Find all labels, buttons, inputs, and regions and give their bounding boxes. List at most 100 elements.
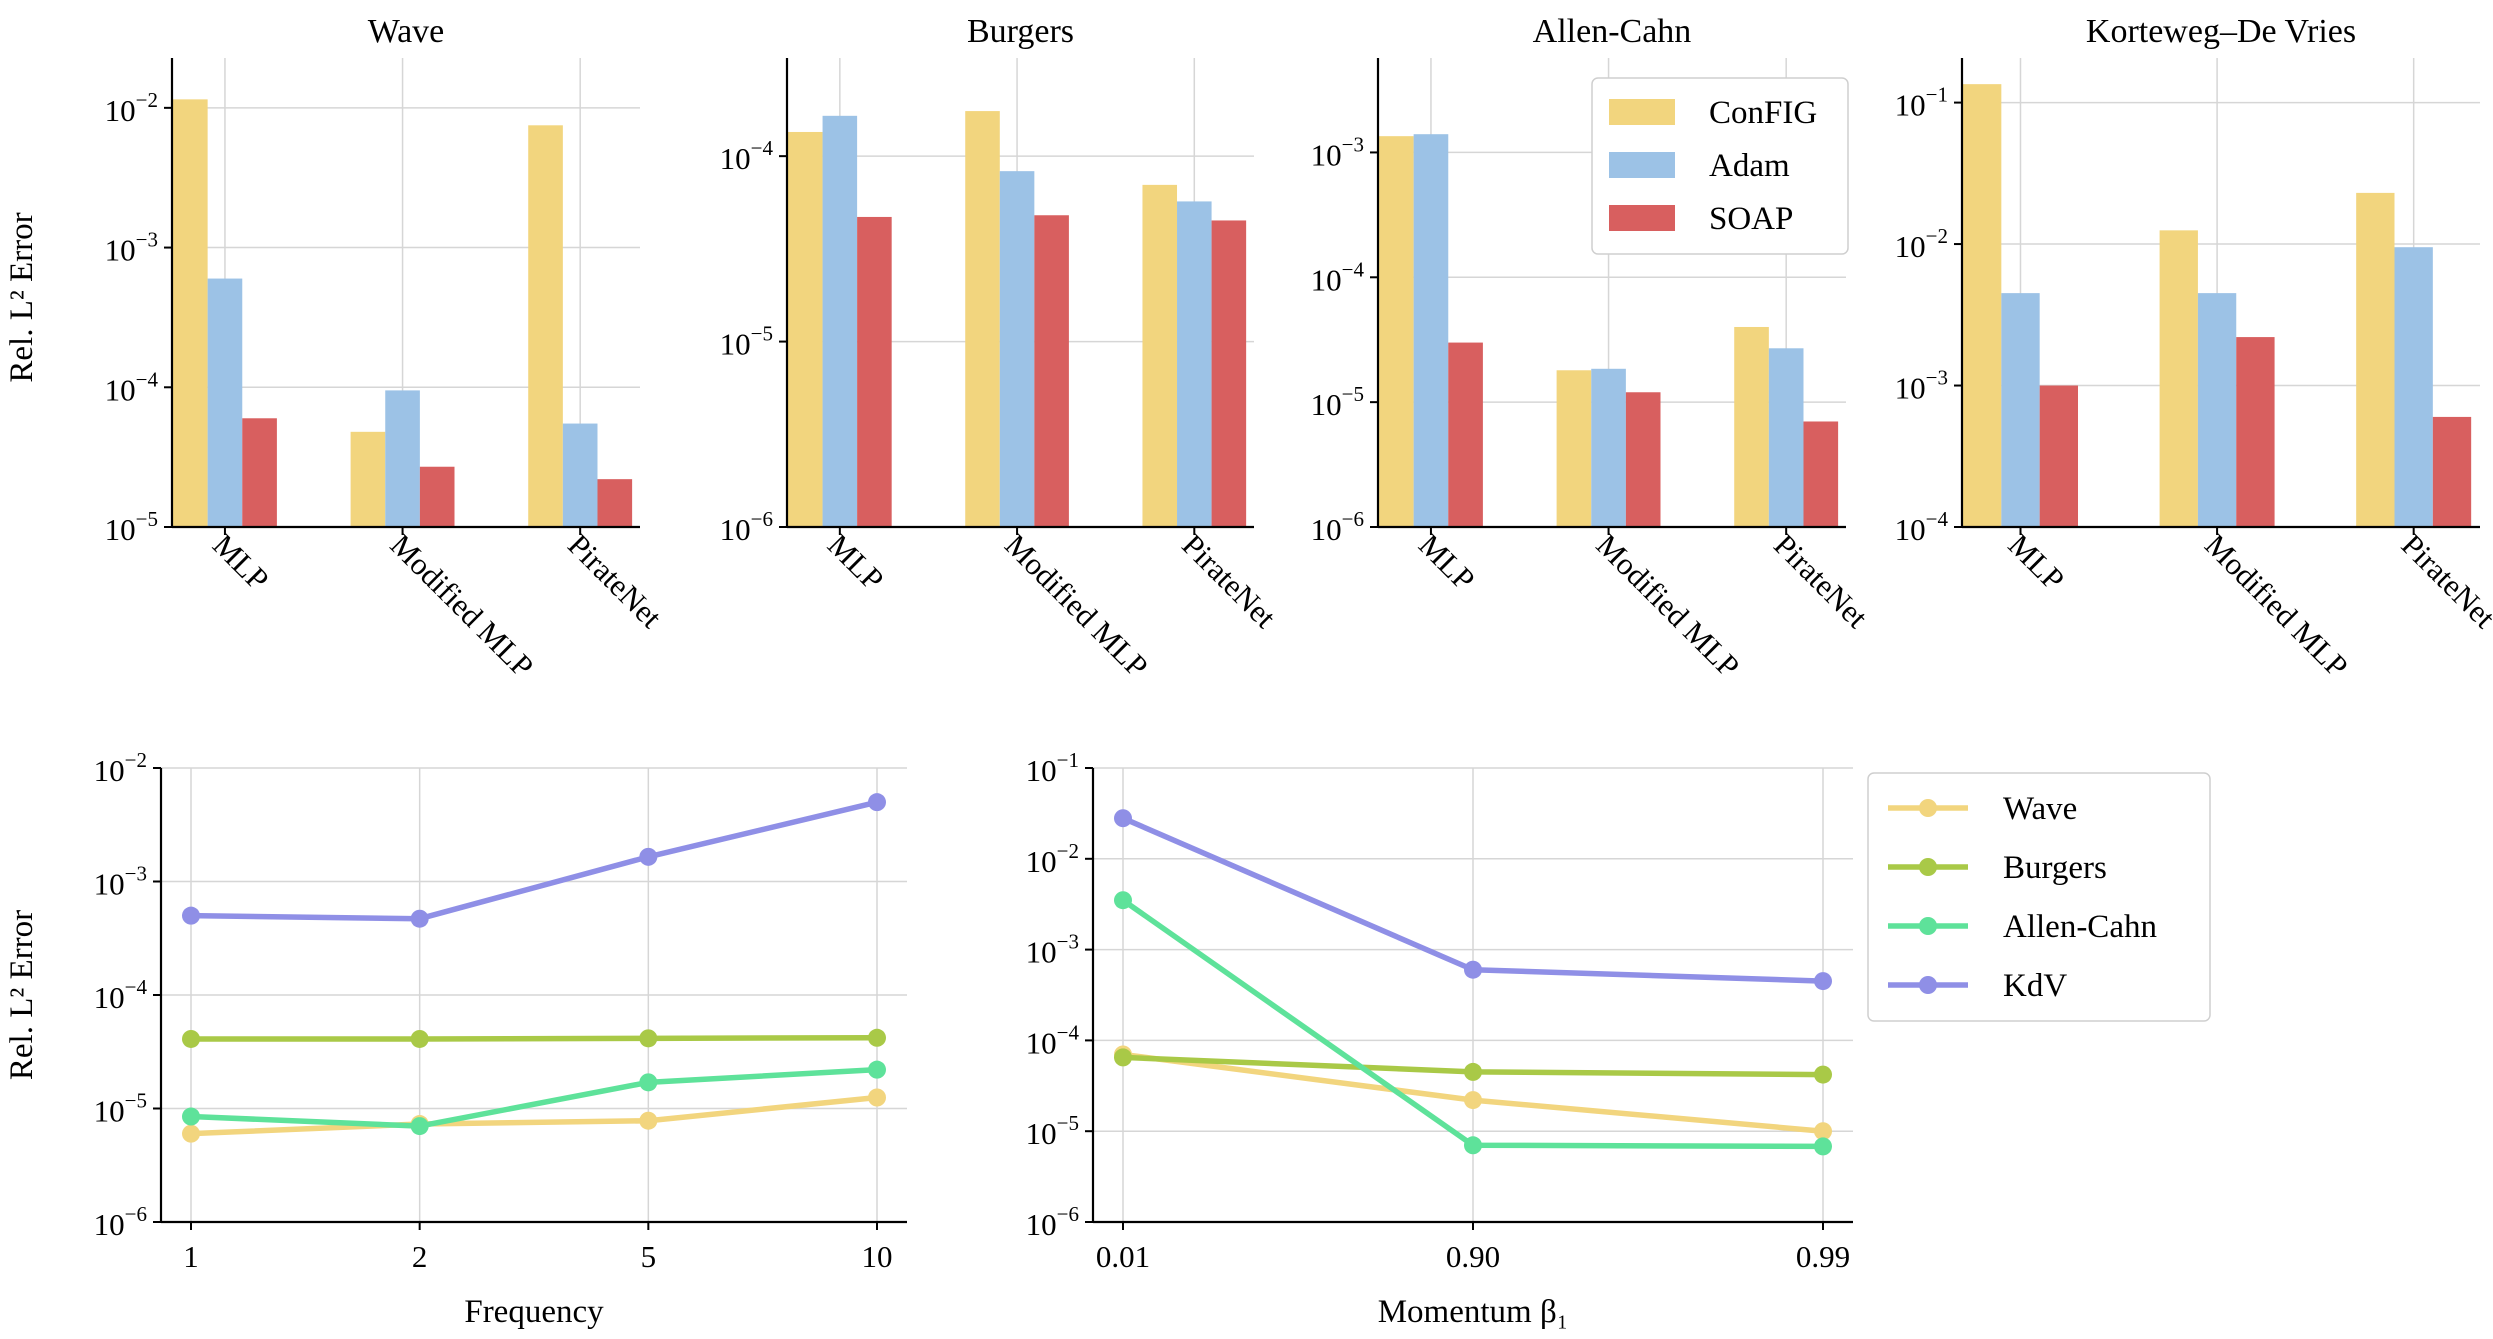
bar-config-mlp [788, 131, 823, 527]
y-tick-label: 10−3 [1311, 132, 1364, 172]
legend-label-adam: Adam [1709, 148, 1790, 184]
x-tick-label: 1 [183, 1239, 199, 1274]
legend-frame [1867, 772, 2211, 1022]
point-kdv-2 [410, 909, 429, 928]
y-tick-label: 10−5 [94, 1089, 147, 1129]
bar-adam-mlp [2001, 293, 2040, 527]
bar-config-modified-mlp [1556, 370, 1592, 527]
series-line-wave [190, 1094, 878, 1137]
bar-config-mlp [1963, 84, 2002, 528]
point-burgers-10 [868, 1028, 886, 1047]
point-kdv-10 [868, 793, 886, 812]
legend-label-allen-cahn: Allen-Cahn [2003, 909, 2157, 945]
series-line-burgers [191, 1035, 878, 1042]
tick-label: 10−6 [720, 507, 773, 547]
y-tick-label: 10−3 [1895, 366, 1948, 406]
point-burgers-0.01 [1114, 1048, 1132, 1067]
tick-label: 10−6 [1026, 1202, 1079, 1242]
legend-marker-allen-cahn [1919, 917, 1937, 935]
bar-soap-modified-mlp [1034, 215, 1069, 527]
bar-soap-piratenet [1803, 421, 1839, 527]
point-kdv-0.01 [1114, 809, 1132, 828]
bar-config-mlp [1379, 136, 1414, 527]
point-kdv-0.99 [1814, 972, 1832, 991]
x-tick-label: Modified MLP [2198, 527, 2355, 684]
tick-label: 10−3 [1026, 930, 1079, 970]
bar-soap-mlp [857, 216, 892, 527]
point-allen-cahn-0.90 [1464, 1136, 1482, 1155]
y-tick-label: 10−6 [720, 507, 773, 547]
y-tick-label: 10−6 [1026, 1202, 1079, 1242]
point-burgers-0.99 [1814, 1065, 1832, 1084]
series-line-kdv [190, 799, 878, 922]
y-tick-label: 10−4 [105, 367, 159, 407]
y-axis-label: Rel. L² Error [4, 910, 40, 1080]
bar-adam-modified-mlp [1591, 368, 1626, 527]
x-tick-label: Modified MLP [384, 527, 541, 684]
legend-label-kdv: KdV [2003, 968, 2067, 1004]
bar-soap-modified-mlp [419, 466, 455, 527]
point-allen-cahn-1 [182, 1107, 200, 1126]
bar-chart-2: Burgers 10−6 10−5 10−4 MLP Modified MLP Pirate… [720, 13, 1283, 684]
bar-config-piratenet [2356, 192, 2395, 527]
x-tick-label: MLP [821, 527, 891, 597]
y-tick-label: 10−3 [1026, 930, 1079, 970]
y-tick-label: 10−6 [1311, 507, 1364, 547]
x-tick-label: MLP [206, 527, 276, 597]
x-tick-label: Modified MLP [1590, 527, 1747, 684]
legend-marker-kdv [1919, 976, 1937, 994]
point-burgers-2 [410, 1029, 429, 1048]
line-legend: Wave Burgers Allen-Cahn KdV [1867, 772, 2211, 1022]
tick-label: 10−1 [1895, 83, 1948, 123]
chart-title: Wave [368, 13, 445, 50]
bar-adam-mlp [1413, 134, 1449, 527]
x-tick-label: MLP [1412, 527, 1482, 597]
tick-label: 10−3 [105, 228, 158, 268]
y-tick-label: 10−5 [105, 507, 158, 547]
point-allen-cahn-5 [639, 1073, 658, 1092]
tick-label: 10−3 [1895, 366, 1948, 406]
bar-chart-1: Wave 10−5 10−4 10−3 10−2 MLP Modified MLP Pirat… [4, 13, 669, 684]
x-tick-label: 5 [641, 1239, 657, 1274]
y-tick-label: 10−4 [1026, 1020, 1080, 1060]
tick-label: 10−5 [1026, 1111, 1079, 1151]
bar-adam-mlp [822, 115, 858, 527]
point-wave-10 [868, 1088, 886, 1107]
y-tick-label: 10−3 [105, 228, 158, 268]
point-wave-5 [639, 1111, 658, 1130]
bar-adam-mlp [207, 278, 243, 527]
point-allen-cahn-10 [868, 1060, 886, 1079]
bar-adam-modified-mlp [385, 390, 420, 527]
chart-title: Burgers [967, 13, 1074, 50]
tick-label: 10−6 [1311, 507, 1364, 547]
legend-swatch-config [1609, 99, 1675, 125]
x-axis-label: Frequency [464, 1294, 604, 1330]
bar-config-modified-mlp [350, 431, 386, 527]
point-burgers-5 [639, 1029, 658, 1048]
tick-label: 10−5 [94, 1089, 147, 1129]
bar-adam-piratenet [1177, 201, 1212, 527]
point-allen-cahn-2 [410, 1117, 429, 1136]
x-tick-label: 0.90 [1446, 1239, 1500, 1274]
tick-label: 10−6 [94, 1202, 147, 1242]
bar-soap-piratenet [1211, 220, 1247, 528]
x-tick-label: 0.01 [1096, 1239, 1150, 1274]
tick-label: 10−2 [105, 88, 158, 128]
bar-soap-piratenet [2432, 416, 2472, 527]
point-kdv-1 [182, 906, 200, 925]
bar-config-mlp [173, 99, 208, 528]
tick-label: 10−5 [1311, 382, 1364, 422]
legend-swatch-soap [1609, 205, 1675, 231]
tick-label: 10−4 [1311, 257, 1365, 297]
point-burgers-0.90 [1464, 1062, 1482, 1081]
x-tick-label: MLP [2002, 527, 2072, 597]
tick-label: 10−3 [94, 862, 147, 902]
series-line-allen-cahn [190, 1066, 878, 1129]
legend-label-soap: SOAP [1709, 201, 1793, 237]
line-chart-1: 10−6 10−5 10−4 10−3 10−2 1 2 5 10 Frequency Rel. L… [4, 748, 907, 1330]
tick-label: 10−4 [94, 975, 148, 1015]
bar-config-piratenet [1142, 184, 1178, 527]
legend-label-config: ConFIG [1709, 95, 1817, 131]
point-kdv-0.90 [1464, 960, 1482, 979]
bar-config-modified-mlp [2159, 230, 2198, 527]
